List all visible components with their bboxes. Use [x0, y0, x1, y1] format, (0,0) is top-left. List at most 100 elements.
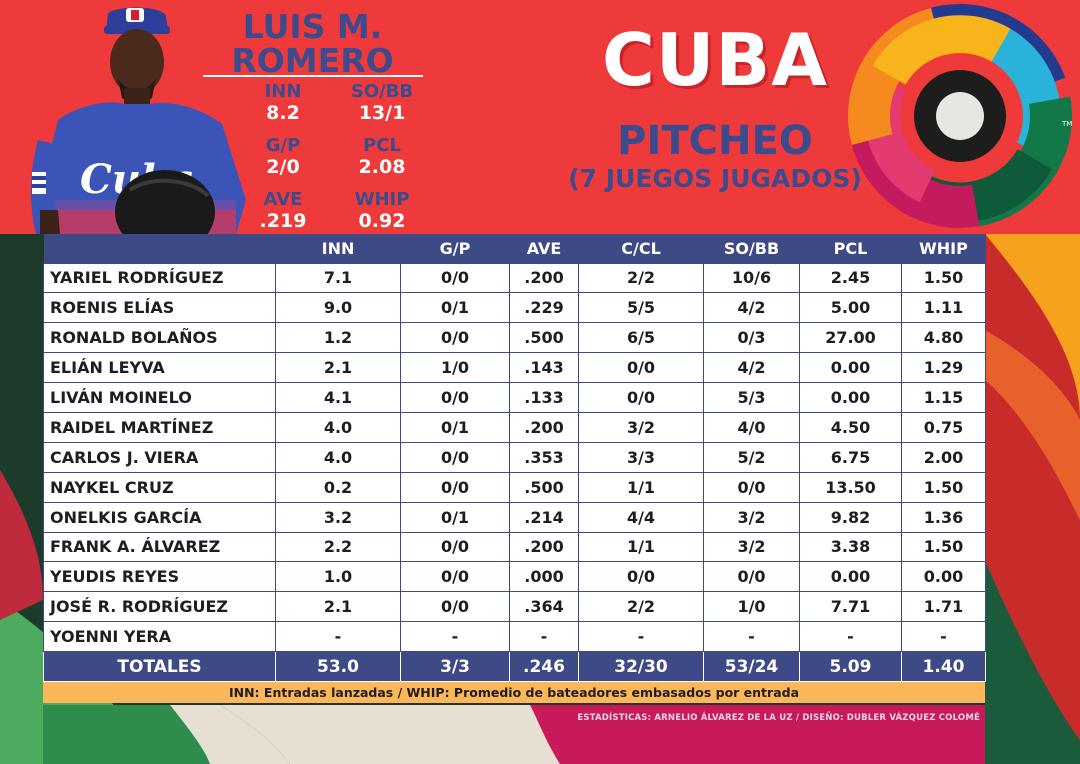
stat-cell: 4/2: [703, 292, 800, 324]
player-photo-icon: Cuba: [30, 7, 246, 254]
stat-cell: 4.80: [901, 322, 986, 354]
stat-cell: 10/6: [703, 262, 800, 294]
stat-cell: 0.75: [901, 411, 986, 443]
stat-cell: 0/0: [400, 322, 510, 354]
table-row: ELIÁN LEYVA 2.1 1/0.143 0/0 4/2 0.00 1.29: [43, 352, 986, 384]
table-row: RAIDEL MARTÍNEZ 4.0 0/1.200 3/2 4/0 4.50 0.75: [43, 411, 986, 443]
stat-cell: .133: [509, 382, 579, 413]
stat-cell: .200: [509, 411, 579, 443]
stat-cell: .214: [509, 501, 579, 533]
section-subtitle: PITCHEO (7 JUEGOS JUGADOS): [550, 118, 880, 194]
stat-cell: 1.50: [901, 531, 986, 563]
table-row: YEUDIS REYES 1.0 0/0.000 0/0 0/0 0.00 0.00: [43, 561, 986, 593]
stat-cell: .500: [509, 471, 579, 503]
pitcher-name-cell: RAIDEL MARTÍNEZ: [43, 411, 276, 443]
stat-cell: 5.00: [799, 292, 902, 324]
stat-cell: 0/3: [703, 322, 800, 354]
pitcher-name-cell: ROENIS ELÍAS: [43, 292, 276, 324]
stat-cell: .500: [509, 322, 579, 354]
table-row: FRANK A. ÁLVAREZ 2.2 0/0.200 1/1 3/2 3.38 1.50: [43, 531, 986, 563]
column-header: WHIP: [901, 234, 986, 263]
stat-cell: 0/0: [400, 262, 510, 294]
games-played: (7 JUEGOS JUGADOS): [568, 164, 862, 193]
stat-cell: 0/1: [400, 501, 510, 533]
totals-cell: 53/24: [703, 651, 800, 683]
stat-cell: 27.00: [799, 322, 902, 354]
stat-cell: 4/4: [578, 501, 704, 533]
totals-cell: 5.09: [799, 651, 902, 683]
stat-cell: 2.2: [275, 531, 401, 563]
stat-cell: 2.1: [275, 591, 401, 623]
stat-cell: .229: [509, 292, 579, 324]
stat-cell: 0.00: [799, 382, 902, 413]
team-title: CUBA: [602, 18, 828, 102]
stat-cell: .353: [509, 441, 579, 473]
stat-cell: 0/0: [703, 471, 800, 503]
stat-cell: -: [901, 621, 986, 653]
pitcher-name-cell: YARIEL RODRÍGUEZ: [43, 262, 276, 294]
stat-cell: 3/2: [703, 501, 800, 533]
legend-note: INN: Entradas lanzadas / WHIP: Promedio …: [43, 682, 985, 703]
stat-cell: 7.71: [799, 591, 902, 623]
column-header: INN: [275, 234, 401, 263]
totals-cell: 1.40: [901, 651, 986, 683]
stat-cell: 1.36: [901, 501, 986, 533]
stat-cell: 4.1: [275, 382, 401, 413]
table-row: NAYKEL CRUZ 0.2 0/0.500 1/1 0/0 13.50 1.50: [43, 471, 986, 503]
stat-cell: 5/5: [578, 292, 704, 324]
player-last-name: ROMERO: [231, 41, 394, 80]
table-row: YOENNI YERA - - - - - - -: [43, 621, 986, 653]
pitcher-name-cell: ELIÁN LEYVA: [43, 352, 276, 384]
stat-cell: .200: [509, 262, 579, 294]
stat-cell: 0.2: [275, 471, 401, 503]
column-header: SO/BB: [703, 234, 800, 263]
stat-cell: 9.82: [799, 501, 902, 533]
stat-cell: 4/2: [703, 352, 800, 384]
stat-cell: 4/0: [703, 411, 800, 443]
pitcher-name-cell: CARLOS J. VIERA: [43, 441, 276, 473]
stat-cell: 1/1: [578, 531, 704, 563]
pitcher-name-cell: RONALD BOLAÑOS: [43, 322, 276, 354]
column-header: PCL: [799, 234, 902, 263]
table-row: ROENIS ELÍAS 9.0 0/1.229 5/5 4/2 5.00 1.11: [43, 292, 986, 324]
tournament-logo-icon: [848, 4, 1072, 228]
player-name: LUIS M. ROMERO: [200, 10, 425, 78]
stat-cell: 1.29: [901, 352, 986, 384]
stat-cell: 0/0: [578, 382, 704, 413]
stat-cell: .143: [509, 352, 579, 384]
stat-cell: .200: [509, 531, 579, 563]
stat-cell: 2.1: [275, 352, 401, 384]
stat-cell: 3.2: [275, 501, 401, 533]
table-row: JOSÉ R. RODRÍGUEZ 2.1 0/0.364 2/2 1/0 7.71 1.7…: [43, 591, 986, 623]
stat-cell: 0/0: [578, 352, 704, 384]
table-row: RONALD BOLAÑOS 1.2 0/0.500 6/5 0/3 27.00 4.80: [43, 322, 986, 354]
name-divider: [203, 75, 423, 77]
stat-cell: 0/0: [703, 561, 800, 593]
pitcher-name-cell: NAYKEL CRUZ: [43, 471, 276, 503]
stat-cell: 1.11: [901, 292, 986, 324]
table-row: LIVÁN MOINELO 4.1 0/0.133 0/0 5/3 0.00 1.15: [43, 382, 986, 413]
column-header: G/P: [400, 234, 510, 263]
stat-cell: 1.2: [275, 322, 401, 354]
trademark-mark: TM: [1061, 120, 1072, 128]
stat-cell: 5/3: [703, 382, 800, 413]
stat-cell: 1.50: [901, 471, 986, 503]
stat-cell: 4.0: [275, 411, 401, 443]
pitcher-name-cell: FRANK A. ÁLVAREZ: [43, 531, 276, 563]
totals-cell: 32/30: [578, 651, 704, 683]
stat-cell: .364: [509, 591, 579, 623]
stat-cell: 0/1: [400, 411, 510, 443]
stat-cell: -: [578, 621, 704, 653]
stat-cell: 1.71: [901, 591, 986, 623]
stat-cell: 13.50: [799, 471, 902, 503]
stat-cell: 0/0: [400, 382, 510, 413]
column-header: C/CL: [578, 234, 704, 263]
pitcher-name-cell: LIVÁN MOINELO: [43, 382, 276, 413]
totals-row: TOTALES 53.0 3/3 .246 32/30 53/24 5.09 1…: [43, 651, 986, 683]
stat-cell: -: [703, 621, 800, 653]
stat-cell: 0/0: [400, 441, 510, 473]
stat-cell: 1.50: [901, 262, 986, 294]
stat-cell: 6/5: [578, 322, 704, 354]
totals-label: TOTALES: [43, 651, 276, 683]
stat-cell: 0.00: [799, 561, 902, 593]
